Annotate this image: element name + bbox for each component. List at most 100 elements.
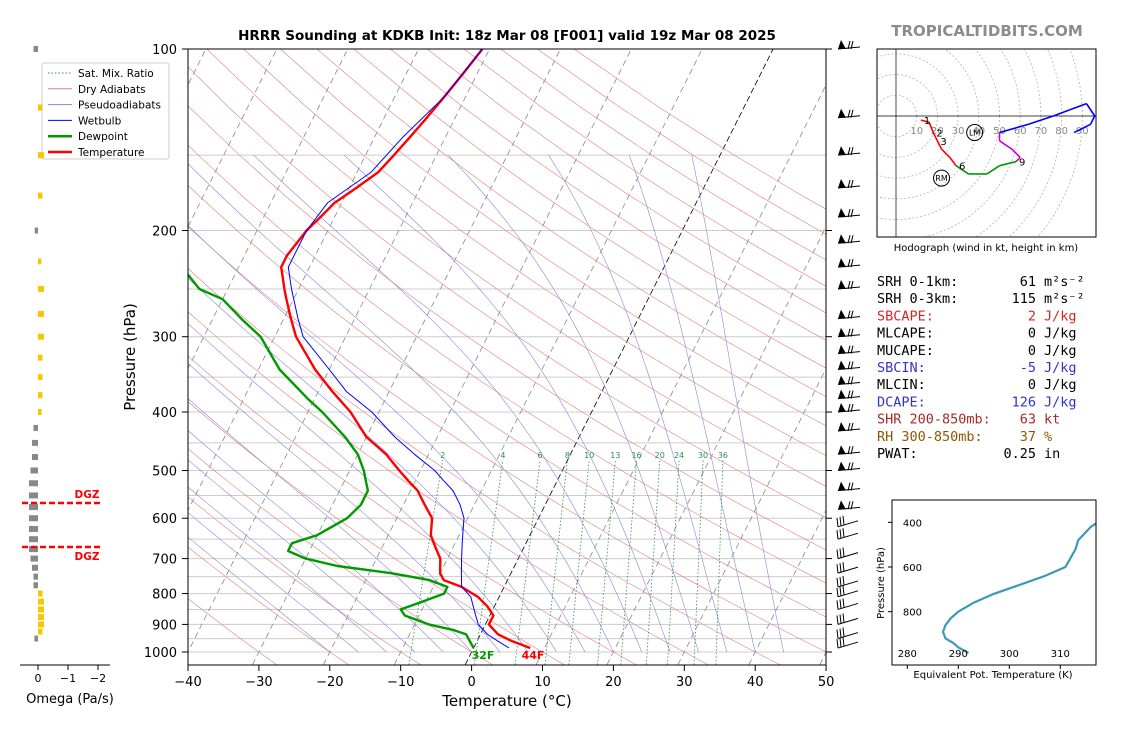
omega-bar (32, 454, 38, 461)
index-value: 61 (1020, 274, 1036, 290)
wind-barb-staff (837, 632, 859, 640)
wetbulb-line (287, 49, 510, 649)
index-unit: J/kg (1044, 377, 1077, 393)
index-label: SRH 0-1km: (877, 274, 958, 290)
index-label: SHR 200-850mb: (877, 412, 991, 428)
wind-barb-flag (847, 376, 851, 385)
hodograph-ring-label: 20 (931, 126, 944, 137)
wind-barb-pennant (838, 327, 846, 337)
temperature-tick-label: −20 (316, 675, 343, 690)
mixing-ratio-label: 24 (674, 451, 684, 460)
isotherm-line (464, 49, 774, 665)
theta-e-frame (891, 499, 1097, 666)
mixing-ratio-line (645, 459, 661, 665)
wind-barb-flag (847, 109, 851, 118)
omega-bar (33, 424, 38, 431)
pseudoadiabat (188, 277, 557, 653)
wind-barb-pennant (838, 234, 846, 244)
omega-bar (30, 467, 38, 474)
theta-e-xtick-label: 290 (949, 649, 968, 660)
omega-bar (38, 310, 44, 317)
dry-adiabat (316, 49, 826, 397)
dry-adiabat (188, 144, 826, 584)
wind-barb-flag (839, 516, 842, 526)
pressure-tick-label: 500 (152, 464, 177, 479)
wind-barb-flag (842, 585, 845, 595)
wind-barb-flag (836, 530, 839, 540)
wind-barb-flag (847, 280, 851, 290)
hodograph-height-label: 6 (959, 162, 965, 173)
skewt-background-lines (188, 49, 826, 665)
pressure-axis: 100 200 300 400 500 600 700 800 900 1000 (144, 43, 832, 661)
dewpoint-line (188, 272, 475, 649)
omega-bar (32, 564, 38, 571)
hodograph-ring-label: 90 (1076, 126, 1089, 137)
wind-barb-flag (850, 390, 854, 399)
wind-barb-staff (837, 552, 859, 560)
dry-adiabat (188, 184, 826, 618)
omega-tick-label: 0 (35, 672, 42, 685)
wind-barb-flag (842, 562, 845, 572)
wind-barb-flag (842, 547, 845, 557)
pseudoadiabat (629, 155, 756, 653)
wind-barb-pennant (838, 178, 846, 188)
legend-label: Wetbulb (78, 115, 122, 127)
watermark: TROPICALTIDBITS.COM (891, 22, 1083, 40)
index-value: 0 (1028, 326, 1036, 342)
omega-bar (38, 192, 43, 199)
wind-barb-flag (847, 40, 851, 50)
omega-bar (38, 606, 44, 613)
hodograph-segment (999, 123, 1029, 134)
mixing-ratio-line (693, 459, 704, 665)
dry-adiabat (188, 598, 277, 665)
omega-bar (38, 152, 44, 159)
wind-barb-flag (850, 345, 854, 354)
wind-barb-pennant (838, 375, 846, 385)
wind-barb-flag (842, 528, 845, 538)
hodograph-ring-label: 50 (993, 126, 1006, 137)
index-value: 37 (1020, 429, 1036, 445)
wind-barb-flag (842, 627, 845, 637)
storm-motion-marker (933, 169, 951, 187)
pseudoadiabat (188, 362, 501, 653)
skewt-panel: 2 4 6 8 10 13 16 20 24 30 36 100200300400500600700… (121, 40, 861, 710)
temperature-tick-label: 30 (676, 675, 693, 690)
hodograph-segment (1073, 123, 1091, 134)
wind-barb-flag (850, 280, 854, 290)
theta-e-panel: 280 290 300 310 400 600 800 Equivalent Pot. Te… (876, 499, 1097, 681)
wind-barb-flag (850, 403, 854, 413)
hodograph-segment (1089, 115, 1096, 125)
index-value: 63 (1020, 412, 1036, 428)
omega-tick-label: −2 (90, 672, 106, 685)
wind-barb-pennant (838, 421, 846, 431)
isotherm-line (188, 49, 349, 370)
wind-barb-flag (836, 638, 839, 649)
omega-bar (38, 258, 42, 265)
mixing-ratio-line (514, 459, 541, 665)
pseudoadiabat (188, 430, 444, 653)
pressure-tick-label: 200 (152, 225, 177, 240)
index-label: MLCAPE: (877, 326, 934, 342)
index-unit: J/kg (1044, 343, 1077, 359)
mixing-ratio-line (620, 459, 637, 665)
skewt-xlabel: Temperature (°C) (441, 692, 571, 710)
theta-e-xtick-label: 280 (898, 649, 917, 660)
theta-e-ylabel: Pressure (hPa) (876, 547, 887, 619)
wind-barb-pennant (838, 108, 846, 118)
wind-barb-flag (842, 636, 845, 647)
omega-bar (30, 555, 38, 562)
pseudoadiabat (188, 323, 529, 653)
mixing-ratio-label: 36 (718, 451, 728, 460)
hodograph-ring-label: 40 (972, 126, 985, 137)
wind-barb-flag (839, 614, 842, 624)
index-unit: J/kg (1044, 326, 1077, 342)
pseudoadiabat (188, 486, 387, 653)
pressure-tick-label: 800 (152, 588, 177, 603)
skewt-series (188, 49, 531, 650)
pseudoadiabat (188, 536, 330, 653)
isotherm-line (819, 651, 826, 665)
hodograph-height-label: 3 (940, 137, 946, 148)
hodograph-ring-label: 80 (1055, 126, 1068, 137)
wind-barb-pennant (838, 445, 846, 455)
wind-barb-pennant (838, 208, 846, 218)
